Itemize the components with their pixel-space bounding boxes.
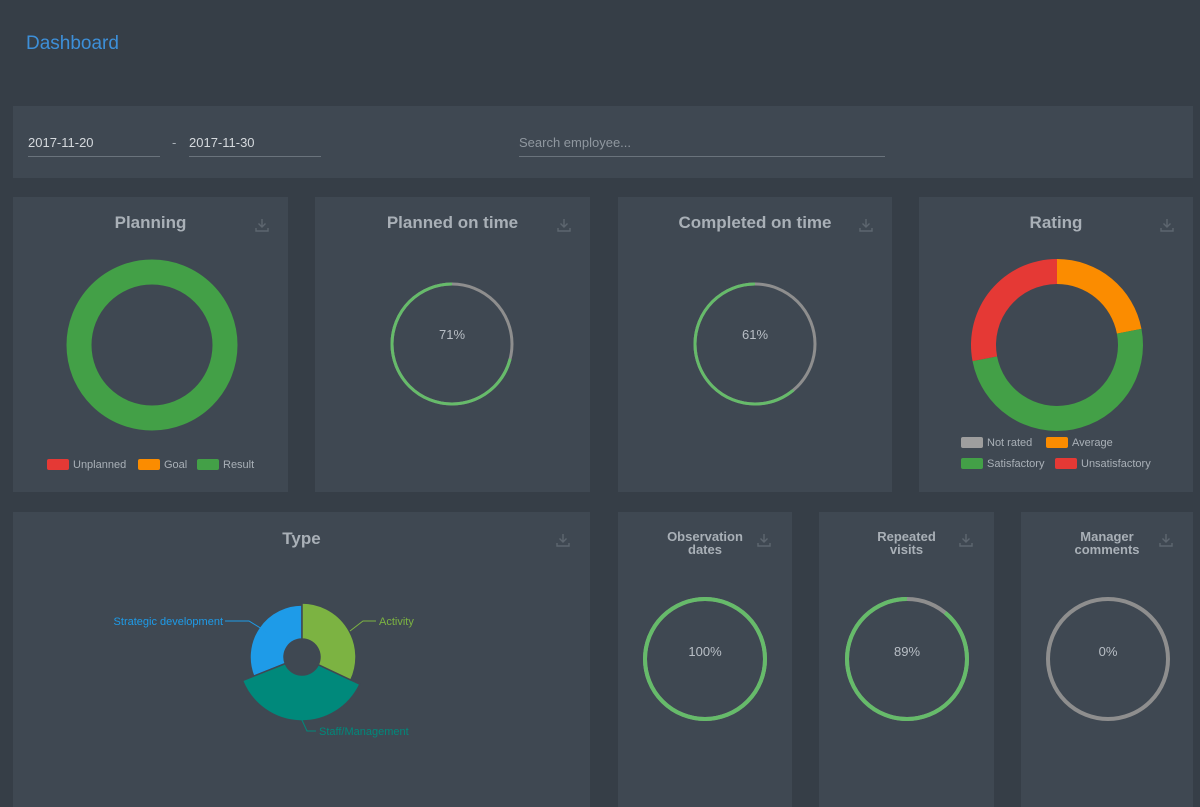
- observation-dates-value: 100%: [688, 644, 722, 659]
- repeated-visits-card: Repeated visits 89%: [819, 512, 994, 807]
- repeated-visits-title: Repeated visits: [819, 530, 994, 556]
- slice-average[interactable]: [1057, 259, 1142, 334]
- download-icon[interactable]: [556, 217, 572, 233]
- date-separator: -: [172, 135, 177, 150]
- legend-not-rated[interactable]: Not rated: [961, 437, 1032, 449]
- legend-result-label: Result: [223, 459, 255, 471]
- rating-donut: [971, 259, 1143, 431]
- slice-satisfactory[interactable]: [972, 328, 1143, 431]
- gauge-fill: [693, 282, 817, 406]
- planning-title: Planning: [114, 213, 187, 232]
- manager-comments-value: 0%: [1099, 644, 1118, 659]
- date-to-input[interactable]: 2017-11-30: [189, 132, 321, 157]
- planning-result-slice: [66, 259, 238, 431]
- gauge-track: [1046, 597, 1170, 721]
- download-icon[interactable]: [756, 532, 772, 548]
- manager-comments-title: Manager comments: [1021, 530, 1193, 556]
- type-title: Type: [282, 529, 321, 548]
- legend-unsatisfactory[interactable]: Unsatisfactory: [1055, 458, 1151, 470]
- filter-bar: 2017-11-20 - 2017-11-30 Search employee.…: [13, 106, 1193, 178]
- rating-card: Rating Not rated Average Satisfactory Un…: [919, 197, 1193, 492]
- observation-dates-title-line1: Observation: [667, 529, 743, 544]
- manager-comments-title-line1: Manager: [1080, 529, 1134, 544]
- label-strategic-development: Strategic development: [114, 616, 223, 628]
- slice-staff-management[interactable]: [241, 662, 361, 722]
- label-activity: Activity: [379, 616, 414, 628]
- label-line-strategic: [225, 620, 268, 633]
- manager-comments-gauge: 0%: [1046, 597, 1170, 721]
- download-icon[interactable]: [858, 217, 874, 233]
- planned-on-time-gauge: 71%: [390, 282, 514, 406]
- completed-on-time-title: Completed on time: [678, 213, 832, 232]
- observation-dates-card: Observation dates 100%: [618, 512, 792, 807]
- slice-activity[interactable]: [301, 602, 357, 681]
- type-card: Type Strategic development Activity Staf…: [13, 512, 590, 807]
- download-icon[interactable]: [958, 532, 974, 548]
- legend-average[interactable]: Average: [1046, 437, 1113, 449]
- slice-strategic-development[interactable]: [249, 604, 303, 678]
- label-line-activity: [349, 620, 376, 632]
- legend-satisfactory[interactable]: Satisfactory: [961, 458, 1044, 470]
- planned-on-time-card: Planned on time 71%: [315, 197, 590, 492]
- planning-donut: [66, 259, 238, 431]
- legend-goal[interactable]: Goal: [138, 459, 187, 471]
- date-from-value: 2017-11-20: [28, 135, 94, 150]
- completed-on-time-card: Completed on time 61%: [618, 197, 892, 492]
- legend-average-label: Average: [1072, 437, 1113, 449]
- legend-unplanned-label: Unplanned: [73, 459, 127, 471]
- gauge-fill: [845, 597, 969, 721]
- repeated-visits-title-line2: visits: [889, 542, 924, 557]
- legend-goal-label: Goal: [164, 459, 188, 471]
- legend-unsatisfactory-label: Unsatisfactory: [1081, 458, 1151, 470]
- rating-legend: Not rated Average Satisfactory Unsatisfa…: [961, 437, 1191, 477]
- download-icon[interactable]: [555, 532, 571, 548]
- planned-on-time-title: Planned on time: [386, 213, 519, 232]
- manager-comments-title-line2: comments: [1074, 542, 1140, 557]
- label-line-staff: [300, 717, 316, 732]
- date-from-input[interactable]: 2017-11-20: [28, 132, 160, 157]
- page-title: Dashboard: [26, 33, 119, 54]
- observation-dates-gauge: 100%: [643, 597, 767, 721]
- repeated-visits-gauge: 89%: [845, 597, 969, 721]
- completed-on-time-gauge: 61%: [693, 282, 817, 406]
- legend-unplanned[interactable]: Unplanned: [47, 459, 126, 471]
- observation-dates-title: Observation dates: [618, 530, 792, 556]
- observation-dates-title-line2: dates: [688, 542, 722, 557]
- gauge-fill: [643, 597, 767, 721]
- repeated-visits-value: 89%: [894, 644, 920, 659]
- rating-title: Rating: [1029, 213, 1083, 232]
- download-icon[interactable]: [1159, 217, 1175, 233]
- slice-unsatisfactory[interactable]: [971, 259, 1057, 362]
- repeated-visits-title-line1: Repeated: [877, 529, 936, 544]
- download-icon[interactable]: [254, 217, 270, 233]
- search-employee-input[interactable]: Search employee...: [519, 132, 885, 157]
- completed-on-time-value: 61%: [742, 327, 768, 342]
- date-to-value: 2017-11-30: [189, 135, 255, 150]
- legend-result[interactable]: Result: [197, 459, 254, 471]
- label-staff-management: Staff/Management: [319, 726, 409, 738]
- manager-comments-card: Manager comments 0%: [1021, 512, 1193, 807]
- type-rose-chart: Strategic development Activity Staff/Man…: [114, 602, 414, 738]
- planned-on-time-value: 71%: [439, 327, 465, 342]
- gauge-fill: [390, 282, 514, 406]
- legend-satisfactory-label: Satisfactory: [987, 458, 1045, 470]
- planning-card: Planning Unplanned Goal Result: [13, 197, 288, 492]
- download-icon[interactable]: [1158, 532, 1174, 548]
- legend-not-rated-label: Not rated: [987, 437, 1033, 449]
- search-placeholder: Search employee...: [519, 135, 632, 150]
